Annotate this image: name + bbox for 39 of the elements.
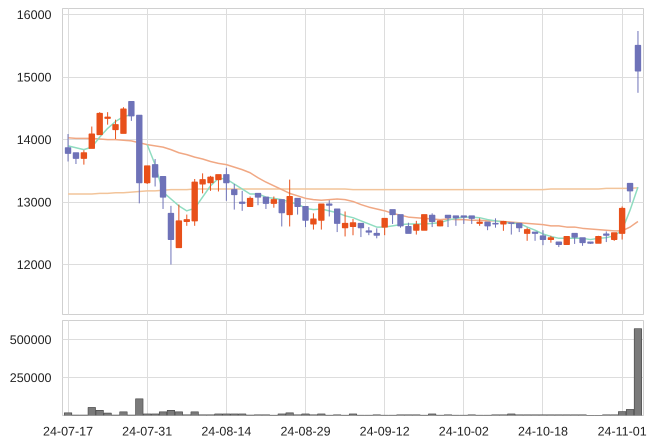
candlestick (374, 228, 380, 239)
candlestick (238, 190, 246, 212)
candlestick (626, 182, 634, 203)
candlestick (524, 227, 530, 242)
y-tick-label: 16000 (16, 8, 52, 22)
x-tick-label: 24-10-18 (518, 424, 568, 438)
candlestick (72, 152, 80, 164)
candlestick (603, 230, 610, 243)
candlestick (405, 222, 412, 234)
y-tick-label: 15000 (16, 70, 52, 85)
candlestick (381, 218, 388, 236)
candlestick (270, 196, 278, 208)
x-tick-label: 24-11-01 (598, 424, 647, 438)
y-tick-label: 13000 (16, 196, 52, 210)
candlestick (428, 212, 436, 228)
candlestick (80, 150, 88, 166)
x-tick-label: 24-10-02 (438, 424, 489, 438)
x-tick-label: 24-07-31 (122, 424, 172, 438)
candlestick (571, 232, 578, 244)
candlestick (112, 119, 119, 140)
y-tick-label: 500000 (10, 333, 52, 347)
candlestick (278, 199, 285, 227)
x-tick-label: 24-09-12 (360, 424, 410, 438)
candlestick (334, 208, 340, 233)
y-tick-label: 12000 (16, 258, 52, 272)
candlestick (326, 200, 332, 217)
x-tick-label: 24-08-29 (280, 424, 331, 438)
candlestick (358, 222, 364, 238)
candlestick (231, 183, 238, 210)
candlestick (223, 167, 230, 202)
candlestick (286, 179, 293, 227)
candlestick (540, 230, 546, 246)
candlestick (64, 134, 72, 162)
x-tick-label: 24-08-14 (201, 424, 252, 438)
candlestick (246, 196, 254, 207)
x-tick-label: 24-07-17 (43, 424, 94, 438)
candlestick (144, 165, 150, 184)
y-tick-label: 250000 (10, 371, 52, 385)
y-tick-label: 14000 (16, 133, 52, 148)
